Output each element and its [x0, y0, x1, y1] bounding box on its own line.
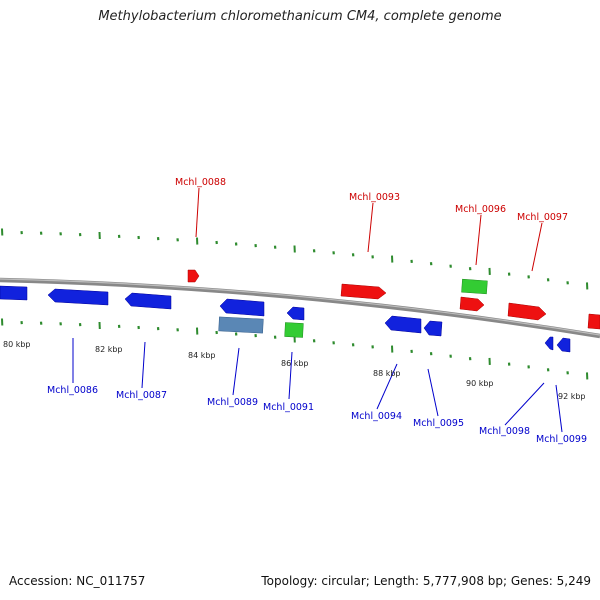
gene-mchl-0096-cds[interactable] [459, 296, 485, 312]
connector-mchl-0098 [504, 382, 545, 426]
backbone-highlight [0, 278, 600, 336]
gene-label-mchl-0094[interactable]: Mchl_0094 [351, 411, 402, 422]
connector-mchl-0091 [288, 351, 293, 400]
scale-label: 90 kbp [466, 379, 494, 388]
gene-mchl-0091-cds[interactable] [286, 306, 305, 321]
genome-backbone [0, 277, 600, 339]
connector-mchl-0099 [555, 384, 563, 433]
map-title: Methylobacterium chloromethanicum CM4, c… [98, 9, 502, 24]
inner-tick-track [1, 318, 589, 380]
reverse-strand-features [0, 285, 571, 353]
gene-mchl-0085-partial[interactable] [0, 285, 28, 301]
gene-mchl-0095[interactable] [423, 320, 443, 337]
connector-mchl-0093 [367, 202, 374, 253]
gene-partial-right[interactable] [587, 313, 600, 330]
label-connectors [72, 187, 563, 433]
scale-label: 92 kbp [558, 392, 586, 401]
outer-tick-track [1, 228, 589, 290]
gene-mchl-0097[interactable] [507, 302, 547, 321]
connector-mchl-0089 [232, 347, 240, 396]
connector-mchl-0096 [475, 214, 482, 266]
scale-label: 88 kbp [373, 369, 401, 378]
accession-label: Accession: NC_011757 [9, 574, 146, 588]
forward-gene-labels: Mchl_0088 Mchl_0093 Mchl_0096 Mchl_0097 [175, 177, 568, 223]
gene-label-mchl-0087[interactable]: Mchl_0087 [116, 390, 167, 401]
gene-mchl-0091[interactable] [284, 322, 304, 338]
genome-stats-label: Topology: circular; Length: 5,777,908 bp… [261, 574, 591, 588]
scale-label: 84 kbp [188, 351, 216, 360]
gene-mchl-0089[interactable] [219, 298, 265, 317]
scale-labels: 80 kbp 82 kbp 84 kbp 86 kbp 88 kbp 90 kb… [3, 340, 586, 401]
gene-label-mchl-0099[interactable]: Mchl_0099 [536, 434, 587, 445]
gene-label-mchl-0097[interactable]: Mchl_0097 [517, 212, 568, 223]
connector-mchl-0095 [427, 368, 439, 417]
reverse-gene-labels: Mchl_0086 Mchl_0087 Mchl_0089 Mchl_0091 … [47, 385, 587, 445]
gene-label-mchl-0095[interactable]: Mchl_0095 [413, 418, 464, 429]
gene-label-mchl-0089[interactable]: Mchl_0089 [207, 397, 258, 408]
connector-mchl-0087 [141, 341, 146, 389]
forward-strand-features [187, 269, 600, 330]
connector-mchl-0097 [531, 222, 543, 272]
scale-label: 80 kbp [3, 340, 31, 349]
gene-label-mchl-0091[interactable]: Mchl_0091 [263, 402, 314, 413]
gene-mchl-0090[interactable] [218, 316, 264, 334]
connector-mchl-0094 [376, 363, 398, 410]
gene-mchl-0088[interactable] [187, 269, 200, 283]
gene-mchl-0099[interactable] [556, 337, 571, 353]
gene-mchl-0098[interactable] [544, 336, 554, 351]
connector-mchl-0088 [195, 187, 200, 238]
gene-mchl-0094[interactable] [384, 315, 422, 334]
scale-label: 86 kbp [281, 359, 309, 368]
gene-label-mchl-0093[interactable]: Mchl_0093 [349, 192, 400, 203]
gene-label-mchl-0096[interactable]: Mchl_0096 [455, 204, 506, 215]
gene-label-mchl-0088[interactable]: Mchl_0088 [175, 177, 226, 188]
gene-label-mchl-0086[interactable]: Mchl_0086 [47, 385, 98, 396]
gene-mchl-0093[interactable] [340, 283, 387, 300]
gene-mchl-0087[interactable] [124, 292, 172, 310]
gene-label-mchl-0098[interactable]: Mchl_0098 [479, 426, 530, 437]
scale-label: 82 kbp [95, 345, 123, 354]
gene-mchl-0086[interactable] [47, 288, 109, 306]
gene-mchl-0096[interactable] [461, 278, 488, 295]
